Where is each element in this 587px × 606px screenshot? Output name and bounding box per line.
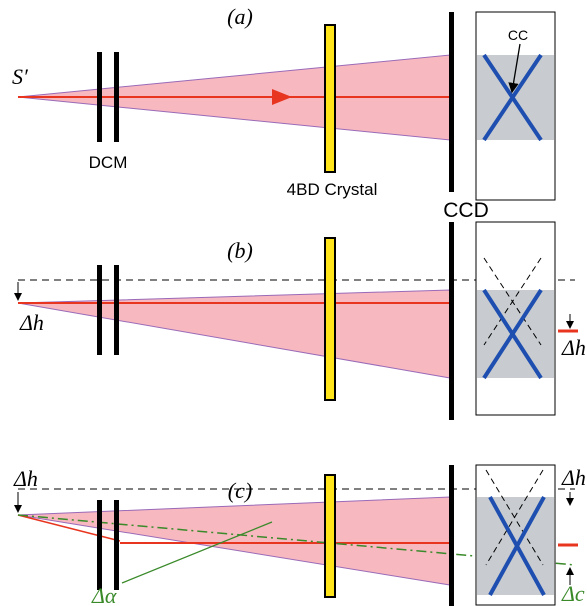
source-label: S′ [12, 64, 29, 89]
panel-a: (a) S′ DCM 4BD Crystal CCD CC [12, 4, 555, 222]
offset-label: Δh [13, 466, 38, 491]
panel-b: (b) Δh Δh [18, 222, 586, 420]
detector-label: CCD [443, 199, 489, 222]
crystal-label: 4BD Crystal [287, 180, 378, 199]
panel-label: (a) [227, 4, 253, 29]
crossing-label: CC [508, 27, 528, 43]
panel-label: (c) [228, 478, 252, 503]
offset-label: Δh [19, 310, 44, 335]
offset-label: Δh [561, 335, 586, 360]
shift-label: Δc [561, 581, 585, 606]
dcm-label: DCM [89, 153, 128, 172]
panel-c: (c) Δh Δh Δc Δα [13, 465, 586, 606]
angle-label: Δα [91, 583, 117, 606]
offset-label: Δh [561, 465, 586, 490]
diagram: (a) S′ DCM 4BD Crystal CCD CC (b) Δh Δh … [0, 0, 587, 606]
panel-label: (b) [227, 238, 253, 263]
